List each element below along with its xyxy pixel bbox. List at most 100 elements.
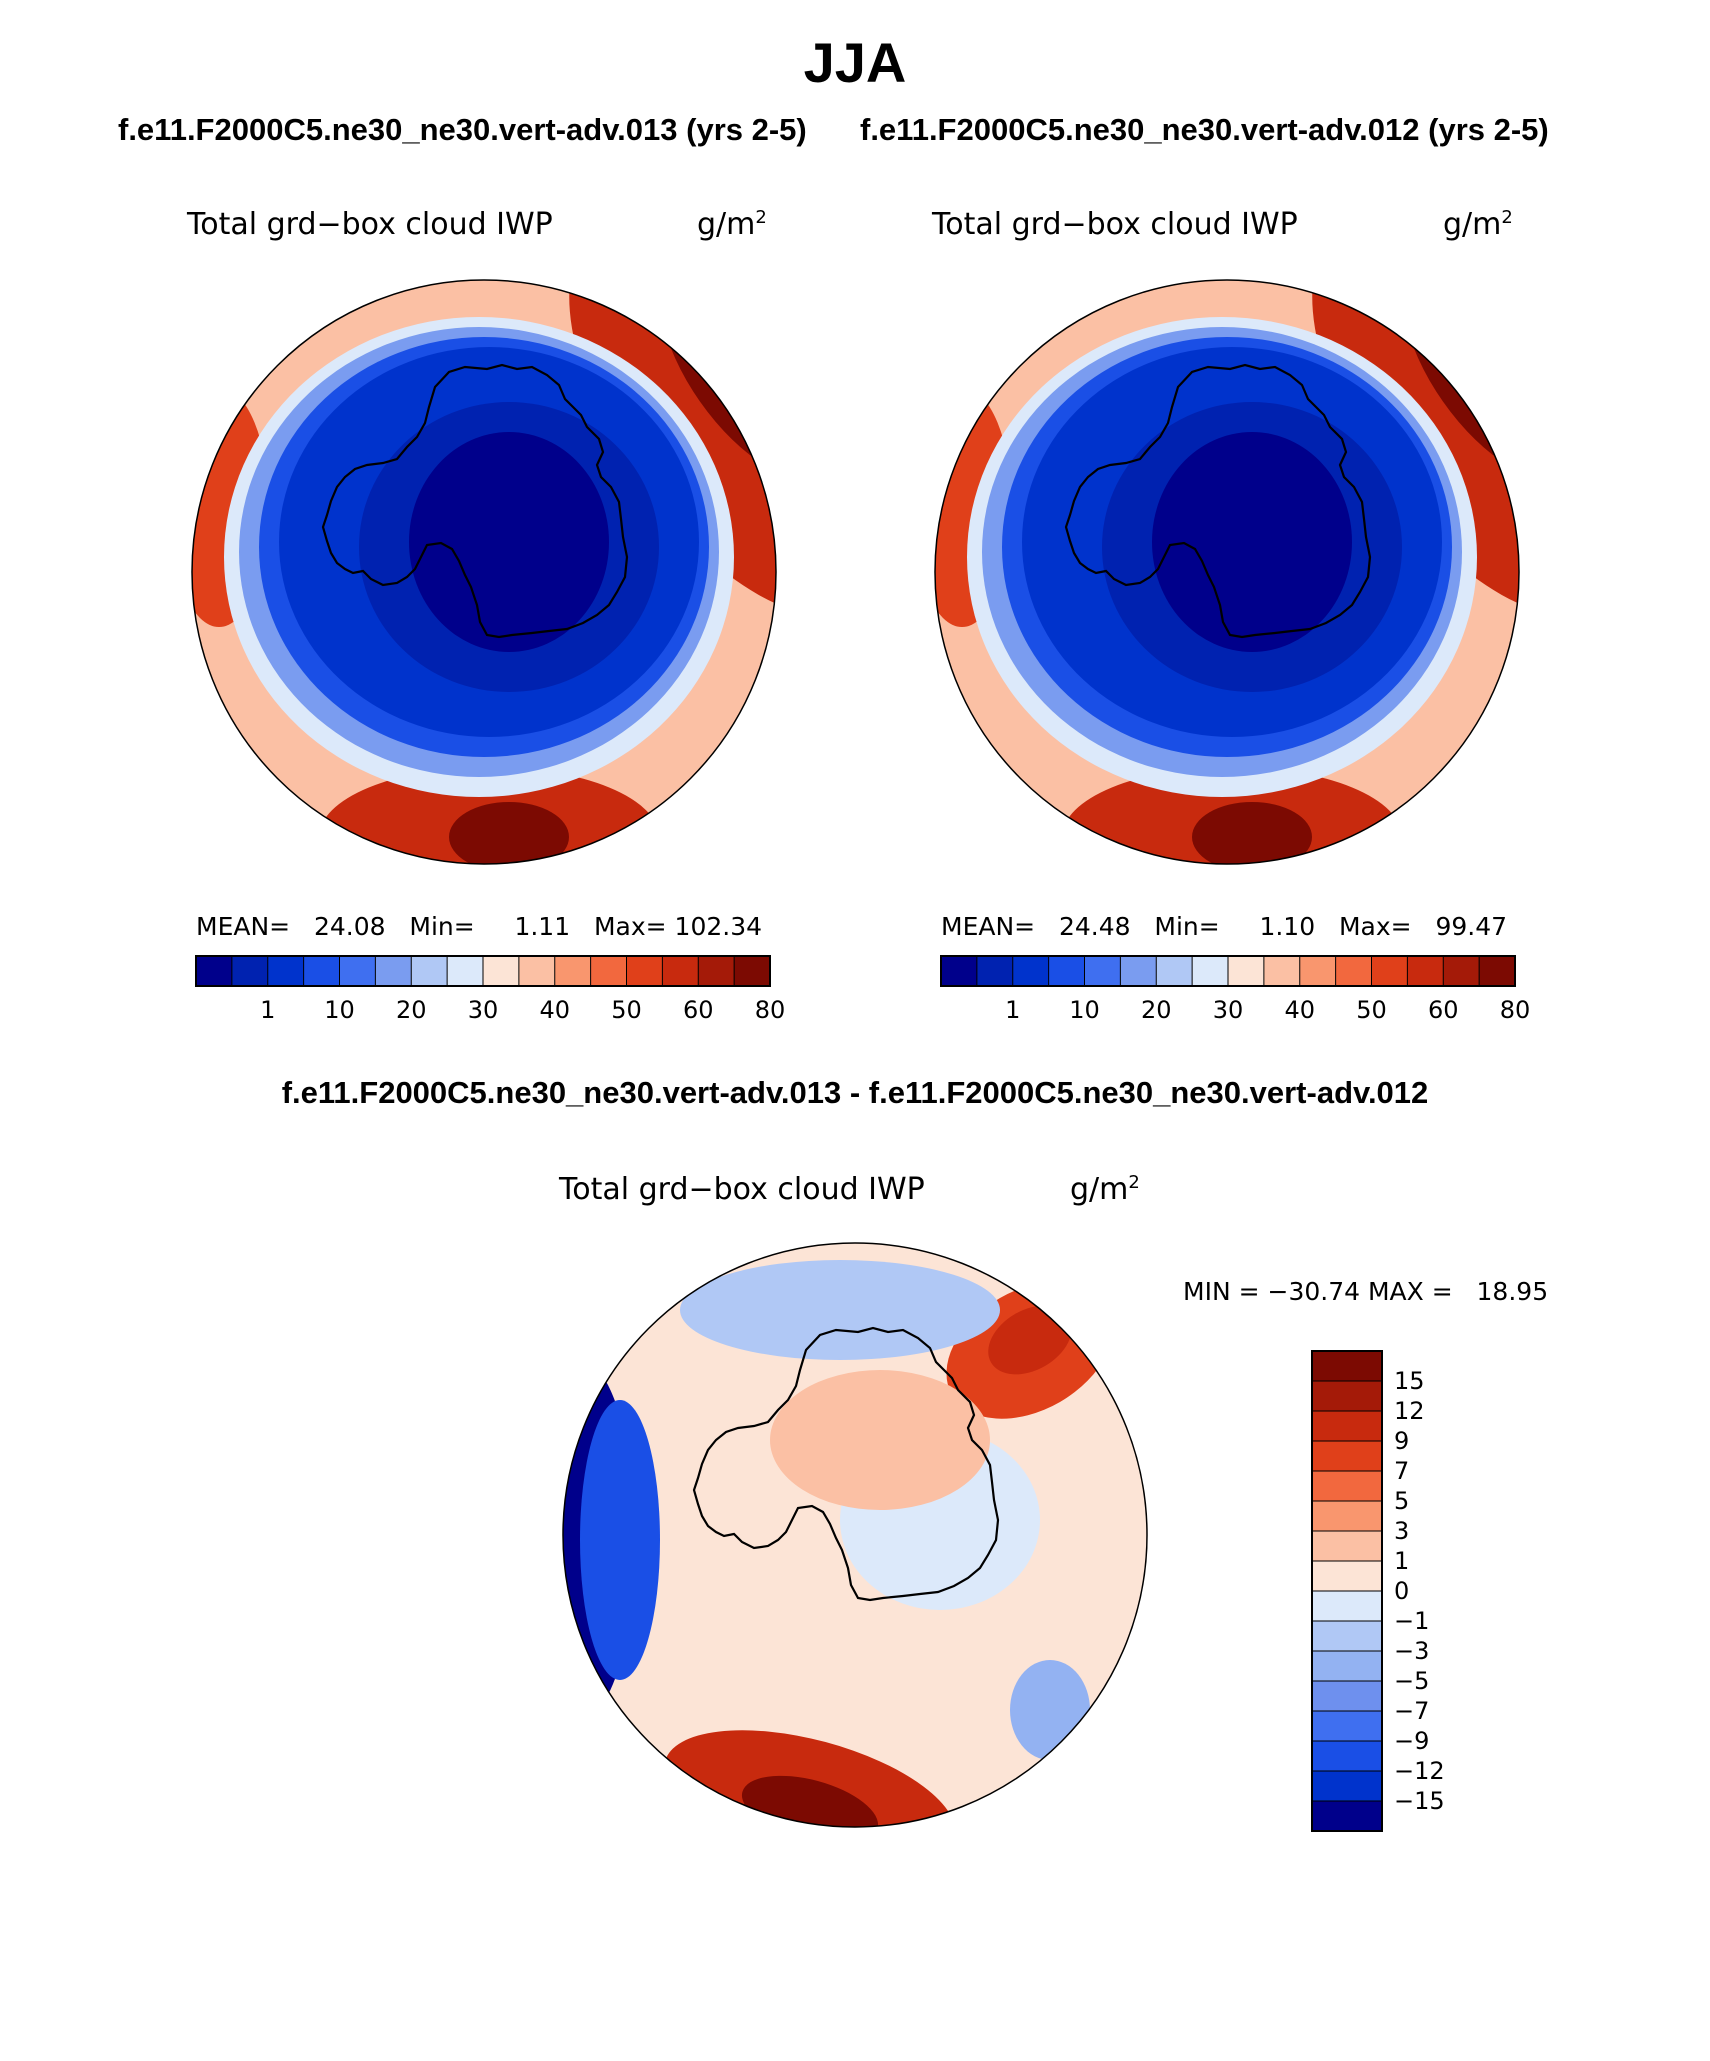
- panel3-colorbar-box: [1311, 1680, 1383, 1712]
- panel1-colorbar-box: [267, 955, 305, 987]
- panel1-colorbar: [195, 955, 771, 987]
- panel1-units-base: g/m: [697, 207, 756, 242]
- panel1-min-value: 1.11: [514, 912, 571, 941]
- panel1-min-label: Min=: [409, 912, 475, 941]
- panel2-mean-label: MEAN=: [941, 912, 1036, 941]
- panel1-colorbar-ticks: 1 10 20 30 40 50 60 80: [196, 996, 785, 1026]
- panel1-colorbar-box: [410, 955, 449, 987]
- panel3-colorbar-tick-label: 12: [1394, 1397, 1425, 1425]
- panel2-units: g/m2: [1443, 207, 1513, 242]
- panel3-colorbar-tick-label: 0: [1394, 1577, 1410, 1605]
- panel2-colorbar-box: [1012, 955, 1050, 987]
- figure-title: JJA: [803, 31, 907, 94]
- panel1-units: g/m2: [697, 207, 767, 242]
- panel2-colorbar-box: [1227, 955, 1265, 987]
- panel1-colorbar-box: [339, 955, 377, 987]
- panel3-units-exp: 2: [1128, 1172, 1140, 1193]
- panel2-colorbar-tick-label: 80: [1499, 996, 1531, 1024]
- panel3-peak-positive-northeast: [988, 1305, 1072, 1375]
- panel1-colorbar-tick-label: 60: [682, 996, 714, 1024]
- panel1-mean-label: MEAN=: [196, 912, 291, 941]
- panel3-colorbar-frame: [1311, 1350, 1383, 1832]
- panel2-colorbar-tick-label: 20: [1140, 996, 1172, 1024]
- panel1-min-iwp-core: [409, 432, 609, 652]
- panel3-colorbar-box: [1311, 1770, 1383, 1802]
- diff-case-title: f.e11.F2000C5.ne30_ne30.vert-adv.013 - f…: [281, 1075, 1429, 1110]
- panel3-colorbar-box: [1311, 1650, 1383, 1682]
- panel3-stats: MIN = −30.74 MAX = 18.95: [1183, 1277, 1548, 1306]
- panel3-negative-north: [680, 1260, 1000, 1360]
- panel1-colorbar-box: [590, 955, 628, 987]
- panel2-coastline: [1064, 363, 1372, 639]
- panel1-colorbar-box: [303, 955, 341, 987]
- panel3-units-base: g/m: [1070, 1172, 1129, 1207]
- panel1-colorbar-box: [733, 955, 771, 987]
- panel3-units: g/m2: [1070, 1172, 1140, 1207]
- panel3-field: [563, 1243, 1147, 1827]
- panel3-colorbar-box: [1311, 1710, 1383, 1742]
- panel1-colorbar-box: [482, 955, 520, 987]
- panel3-colorbar-tick-label: −9: [1394, 1727, 1430, 1755]
- panel2-polar-map: [934, 279, 1520, 865]
- panel1-colorbar-box: [661, 955, 700, 987]
- panel1-max-value: 102.34: [674, 912, 763, 941]
- panel2-colorbar-box: [1048, 955, 1086, 987]
- panel2-colorbar-tick-label: 40: [1284, 996, 1316, 1024]
- panel3-min-label: MIN =: [1183, 1277, 1260, 1306]
- panel2-min-label: Min=: [1154, 912, 1220, 941]
- panel3-peak-positive-south: [741, 1775, 879, 1827]
- panel2-min-value: 1.10: [1259, 912, 1316, 941]
- panel3-colorbar-tick-label: 7: [1394, 1457, 1410, 1485]
- panel3-max-value: 18.95: [1476, 1277, 1549, 1306]
- panel2-colorbar-box: [1119, 955, 1158, 987]
- panel1-peak-iwp-south: [449, 802, 569, 864]
- panel2-colorbar-box: [976, 955, 1014, 987]
- panel1-mean-value: 24.08: [313, 912, 386, 941]
- panel1-colorbar-tick-label: 30: [467, 996, 499, 1024]
- panel2-mean-value: 24.48: [1058, 912, 1131, 941]
- panel2-colorbar-box: [1335, 955, 1373, 987]
- panel2-colorbar: [940, 955, 1516, 987]
- panel1-variable-title: Total grd−box cloud IWP: [187, 207, 553, 242]
- panel2-colorbar-box: [1299, 955, 1337, 987]
- panel3-variable-title: Total grd−box cloud IWP: [559, 1172, 925, 1207]
- panel1-colorbar-box: [374, 955, 413, 987]
- panel2-units-base: g/m: [1443, 207, 1502, 242]
- panel3-colorbar-tick-label: −12: [1394, 1757, 1445, 1785]
- panel2-colorbar-box: [940, 955, 978, 987]
- panel2-colorbar-tick-label: 60: [1427, 996, 1459, 1024]
- panel2-colorbar-box: [1084, 955, 1122, 987]
- panel3-colorbar-box: [1311, 1560, 1383, 1592]
- panel2-colorbar-box: [1442, 955, 1481, 987]
- panel2-map-boundary: [934, 279, 1520, 865]
- panel3-colorbar-box: [1311, 1590, 1383, 1622]
- panel2-field: [935, 280, 1519, 864]
- panel2-colorbar-tick-label: 30: [1212, 996, 1244, 1024]
- panel1-colorbar-tick-label: 10: [324, 996, 355, 1024]
- panel3-colorbar-tick-label: 15: [1394, 1367, 1425, 1395]
- panel3-colorbar-box: [1311, 1410, 1383, 1442]
- panel2-colorbar-tick-label: 10: [1069, 996, 1100, 1024]
- panel3-coastline: [692, 1326, 1000, 1602]
- left-case-title: f.e11.F2000C5.ne30_ne30.vert-adv.013 (yr…: [118, 112, 807, 147]
- panel2-colorbar-box: [1263, 955, 1301, 987]
- panel3-colorbar-box: [1311, 1350, 1383, 1382]
- panel3-colorbar-tick-label: −7: [1394, 1697, 1430, 1725]
- panel1-max-label: Max=: [593, 912, 667, 941]
- panel1-coastline: [321, 363, 629, 639]
- panel3-colorbar-box: [1311, 1740, 1383, 1772]
- panel2-max-label: Max=: [1338, 912, 1412, 941]
- panel3-colorbar: [1311, 1350, 1383, 1832]
- panel3-colorbar-box: [1311, 1620, 1383, 1652]
- panel1-colorbar-tick-label: 40: [539, 996, 571, 1024]
- panel1-colorbar-box: [446, 955, 484, 987]
- panel1-map-boundary: [191, 279, 777, 865]
- panel3-colorbar-tick-label: 3: [1394, 1517, 1410, 1545]
- panel3-colorbar-box: [1311, 1380, 1383, 1412]
- panel3-colorbar-tick-label: −15: [1394, 1787, 1445, 1815]
- panel3-colorbar-tick-label: 1: [1394, 1547, 1410, 1575]
- panel2-colorbar-box: [1155, 955, 1194, 987]
- panel3-max-label: MAX =: [1367, 1277, 1453, 1306]
- panel1-stats: MEAN= 24.08 Min= 1.11 Max= 102.34: [196, 912, 762, 941]
- panel3-min-value: −30.74: [1267, 1277, 1361, 1306]
